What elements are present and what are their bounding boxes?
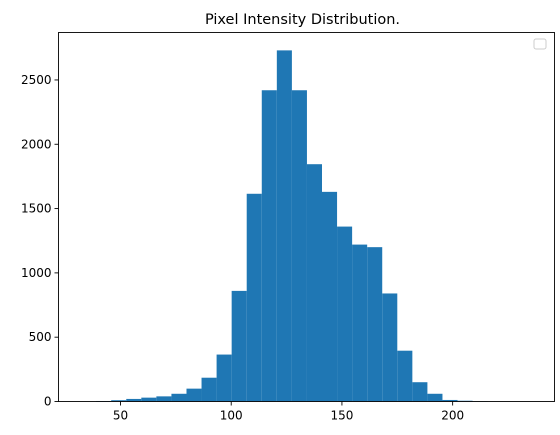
histogram-bar-3 bbox=[141, 397, 157, 402]
histogram-bar-17 bbox=[352, 244, 368, 402]
x-tick-label-50: 50 bbox=[113, 409, 128, 423]
x-tick-label-200: 200 bbox=[441, 409, 464, 423]
histogram-bars bbox=[96, 50, 488, 402]
histogram-bar-16 bbox=[337, 226, 353, 402]
y-tick-label-1000: 1000 bbox=[21, 266, 52, 280]
y-tick-label-0: 0 bbox=[44, 395, 52, 409]
histogram-bar-20 bbox=[397, 350, 413, 402]
histogram-bar-8 bbox=[216, 354, 232, 402]
histogram-bar-14 bbox=[306, 164, 322, 402]
histogram-bar-18 bbox=[367, 247, 383, 402]
histogram-bar-11 bbox=[261, 90, 277, 402]
histogram-bar-4 bbox=[156, 396, 172, 402]
histogram-bar-5 bbox=[171, 393, 187, 402]
histogram-bar-1 bbox=[111, 400, 127, 402]
histogram-bar-9 bbox=[231, 290, 247, 402]
histogram-bar-22 bbox=[427, 393, 443, 402]
histogram-bar-15 bbox=[322, 191, 338, 402]
x-tick-label-150: 150 bbox=[330, 409, 353, 423]
histogram-bar-19 bbox=[382, 293, 398, 402]
plot-frame bbox=[58, 32, 555, 402]
legend-box bbox=[533, 38, 547, 50]
y-tick-label-1500: 1500 bbox=[21, 202, 52, 216]
y-tick-label-500: 500 bbox=[29, 330, 52, 344]
histogram-bar-6 bbox=[186, 388, 202, 402]
y-tick-label-2500: 2500 bbox=[21, 73, 52, 87]
histogram-bar-7 bbox=[201, 377, 217, 402]
chart-title: Pixel Intensity Distribution. bbox=[205, 12, 400, 28]
histogram-bar-23 bbox=[442, 399, 458, 402]
y-tick-label-2000: 2000 bbox=[21, 137, 52, 151]
x-tick-label-100: 100 bbox=[220, 409, 243, 423]
histogram-bar-21 bbox=[412, 382, 428, 402]
histogram-bar-13 bbox=[291, 90, 307, 402]
x-axis-ticks: 50 100 150 200 bbox=[113, 401, 464, 423]
histogram-bar-10 bbox=[246, 193, 262, 402]
y-axis-ticks: 0 500 1000 1500 2000 2500 bbox=[21, 73, 59, 409]
histogram-bar-12 bbox=[276, 50, 292, 402]
histogram-bar-2 bbox=[126, 398, 142, 402]
